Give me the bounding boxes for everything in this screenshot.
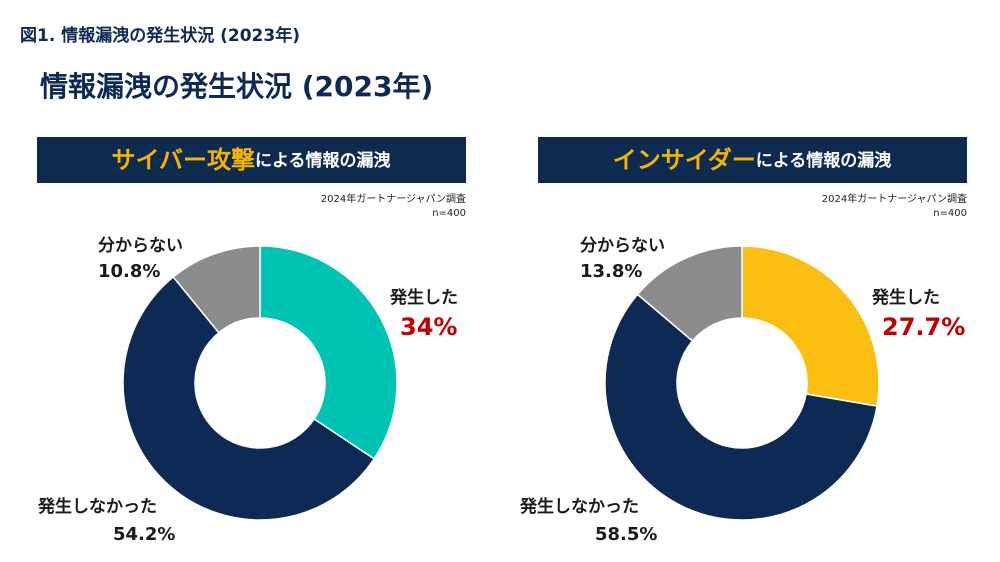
- donut-segment: [122, 275, 376, 521]
- banner-rest: による情報の漏洩: [255, 150, 391, 171]
- donut-segment: [259, 245, 398, 460]
- source: 2024年ガートナージャパン調査: [321, 192, 466, 205]
- category-label: 発生した: [871, 287, 940, 308]
- category-label: 発生した: [389, 287, 458, 308]
- value-label: 10.8%: [98, 261, 160, 282]
- banner-rest: による情報の漏洩: [756, 150, 892, 171]
- donut-segment: [636, 245, 743, 342]
- category-label: 分からない: [580, 236, 665, 256]
- banner-highlight: インサイダー: [613, 146, 756, 174]
- banner-title: インサイダーによる情報の漏洩: [613, 146, 892, 174]
- donut-segment: [604, 293, 878, 521]
- category-label: 発生しなかった: [37, 496, 157, 517]
- banner-highlight: サイバー攻撃: [111, 146, 255, 174]
- value-label: 58.5%: [595, 524, 657, 545]
- source: 2024年ガートナージャパン調査: [822, 192, 967, 205]
- value-label: 54.2%: [113, 524, 175, 545]
- sample-size: n=400: [432, 208, 466, 219]
- sample-size: n=400: [933, 208, 967, 219]
- banner-title: サイバー攻撃による情報の漏洩: [111, 146, 390, 174]
- value-label: 34%: [400, 313, 457, 341]
- page-title: 情報漏洩の発生状況 (2023年): [40, 70, 433, 103]
- category-label: 発生しなかった: [519, 496, 639, 517]
- figure-label: 図1. 情報漏洩の発生状況 (2023年): [20, 25, 300, 46]
- donut-segment: [741, 245, 880, 407]
- banner: [37, 137, 466, 183]
- donut-segment: [172, 245, 261, 334]
- value-label: 27.7%: [882, 313, 965, 341]
- category-label: 分からない: [98, 236, 183, 256]
- value-label: 13.8%: [580, 261, 642, 282]
- banner: [538, 137, 967, 183]
